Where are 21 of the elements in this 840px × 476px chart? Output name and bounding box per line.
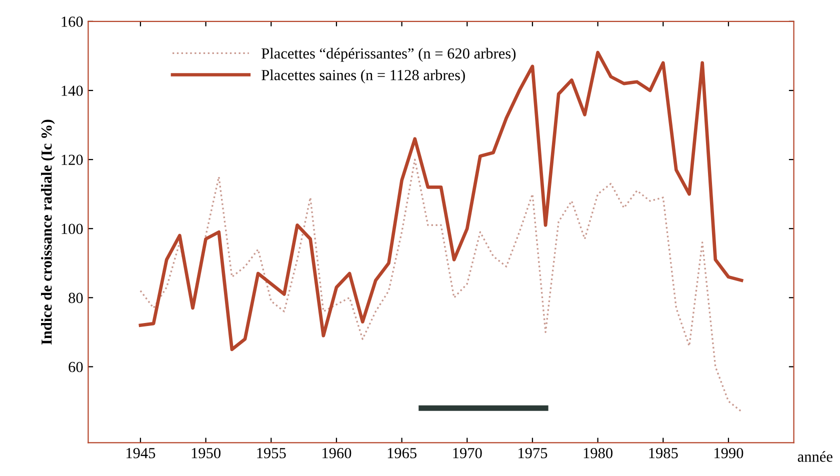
x-tick-label: 1950 [192, 448, 220, 458]
x-tick-label: 1960 [322, 448, 352, 458]
x-tick-label: 1985 [649, 448, 678, 458]
y-tick-label: 100 [62, 224, 83, 234]
y-tick-label: 140 [62, 86, 83, 96]
y-tick-label: 160 [62, 16, 83, 27]
x-tick-label: 1980 [584, 448, 612, 458]
y-tick-label: 80 [68, 292, 83, 304]
x-tick-label: 1990 [714, 448, 744, 458]
x-tick-label: 1965 [388, 448, 416, 458]
y-tick-label: 120 [62, 154, 83, 165]
x-axis-title: année [798, 451, 832, 462]
legend-label: Placettes saines (n = 1128 arbres) [262, 69, 465, 84]
x-tick-label: 1945 [126, 448, 156, 458]
y-tick-label: 60 [68, 362, 83, 372]
x-tick-label: 1970 [453, 448, 482, 458]
x-tick-label: 1955 [257, 448, 286, 458]
line-series [140, 158, 742, 412]
x-tick-label: 1975 [518, 448, 548, 458]
y-axis-title: Indice de croissance radiale (Ic %) [41, 120, 55, 344]
legend-label: Placettes “dépérissantes” (n = 620 arbres) [262, 48, 516, 62]
